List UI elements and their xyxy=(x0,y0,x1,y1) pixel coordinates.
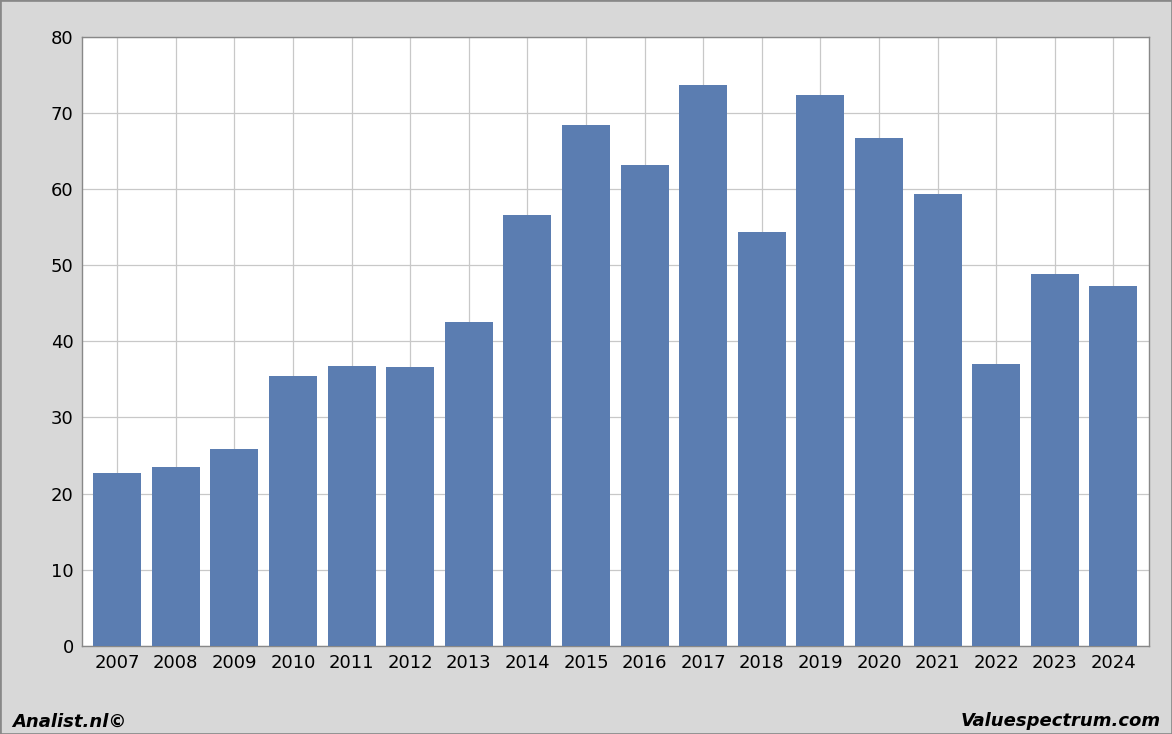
Bar xyxy=(1089,286,1137,646)
Bar xyxy=(679,84,727,646)
Bar xyxy=(327,366,375,646)
Bar xyxy=(210,448,258,646)
Text: Valuespectrum.com: Valuespectrum.com xyxy=(960,712,1160,730)
Bar xyxy=(972,364,1020,646)
Bar xyxy=(854,138,902,646)
Bar xyxy=(796,95,844,646)
Bar xyxy=(503,215,551,646)
Bar xyxy=(1031,275,1078,646)
Bar xyxy=(561,125,609,646)
Bar xyxy=(386,367,434,646)
Text: Analist.nl©: Analist.nl© xyxy=(12,712,127,730)
Bar xyxy=(268,376,316,646)
Bar xyxy=(738,233,785,646)
Bar xyxy=(444,321,492,646)
Bar xyxy=(913,195,961,646)
Bar xyxy=(152,467,199,646)
Bar xyxy=(94,473,141,646)
Bar xyxy=(620,165,668,646)
